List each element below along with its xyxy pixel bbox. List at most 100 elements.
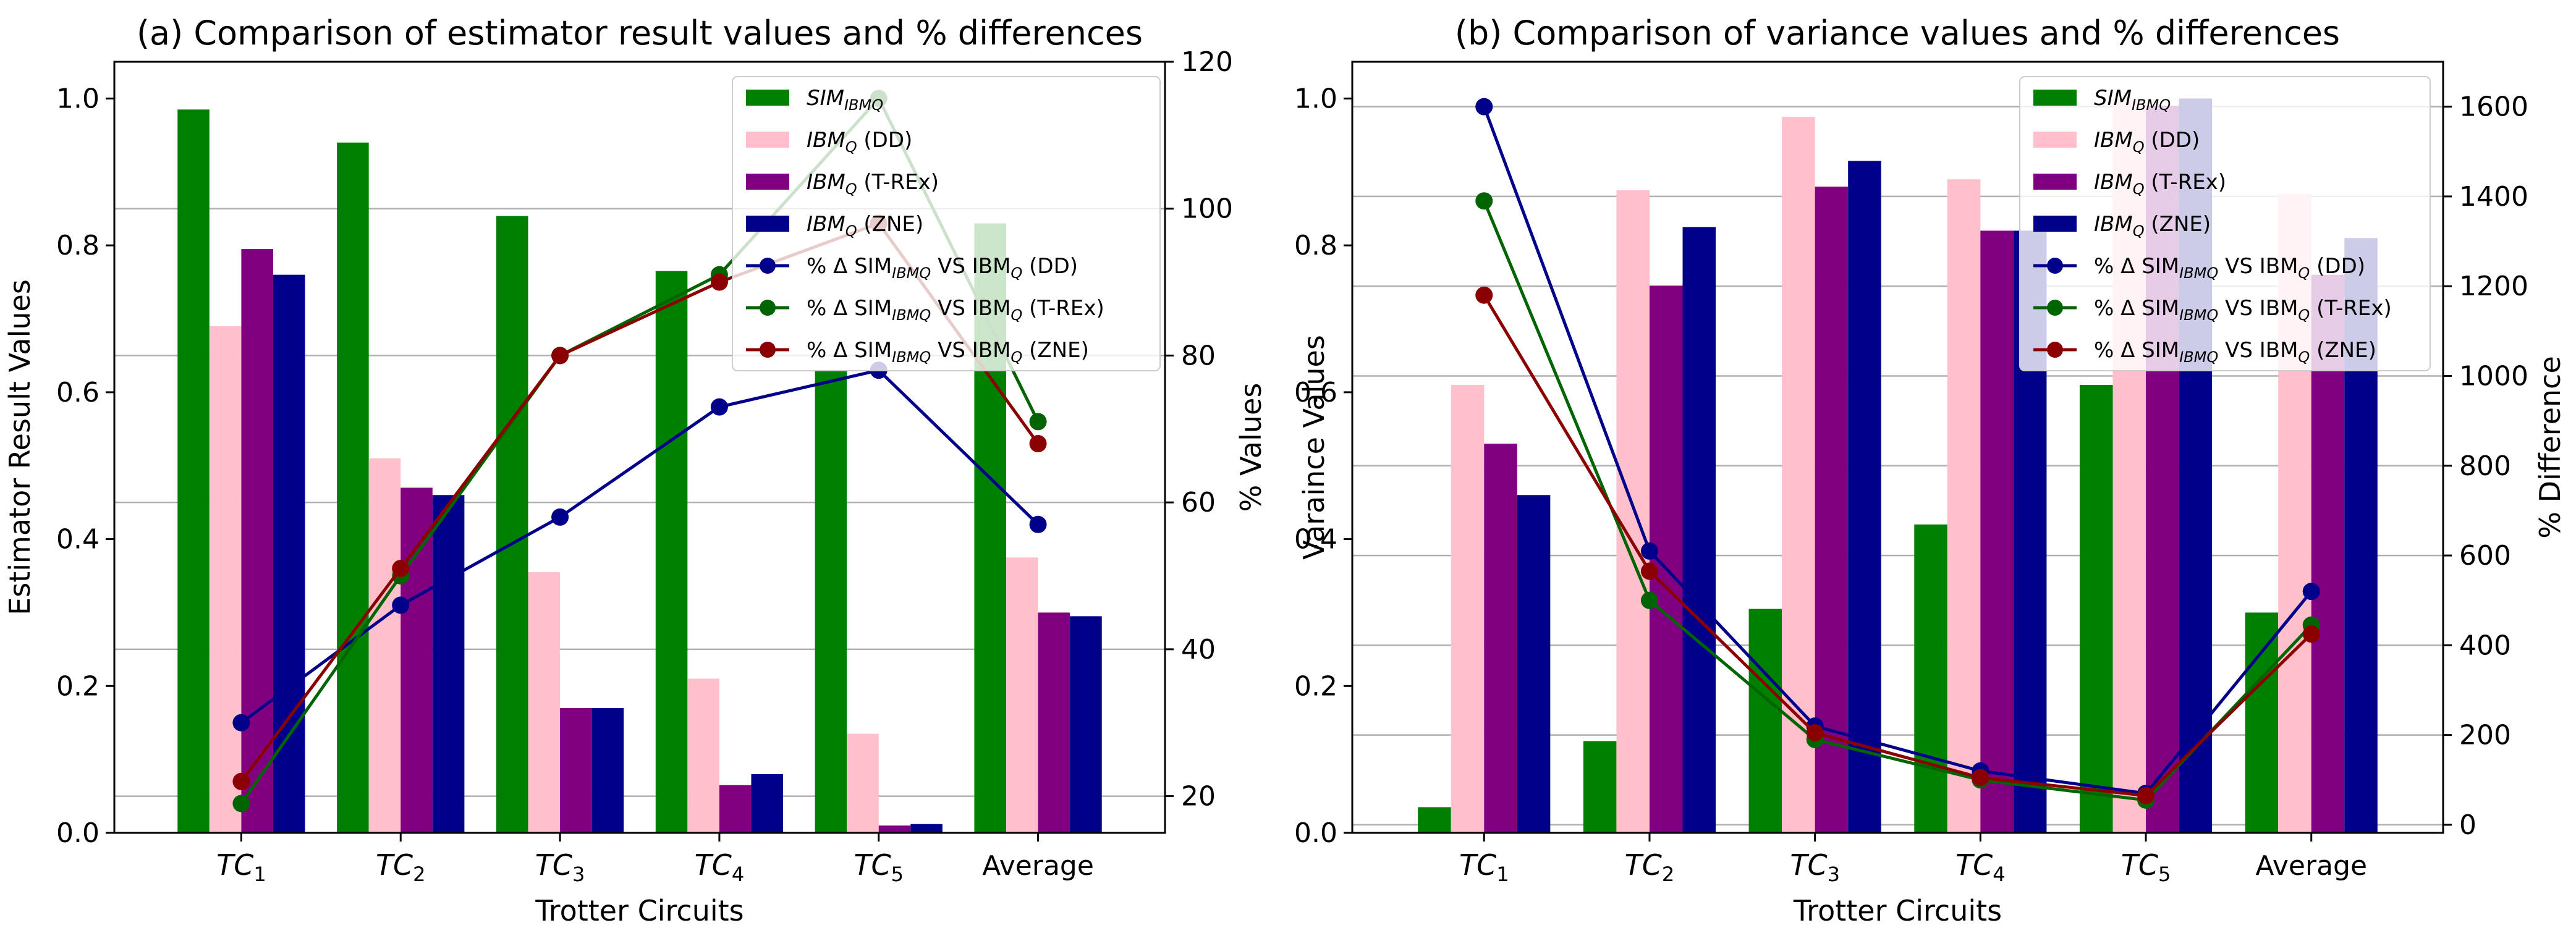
y2-tick-label: 100 (1181, 193, 1233, 225)
right-axis: 20 40 60 80 100 120 (1165, 46, 1233, 812)
line-marker (2137, 787, 2155, 804)
line-marker (551, 347, 569, 365)
right-axis: 0 200 400 600 800 1000 1200 1400 1600 (2443, 91, 2528, 841)
bar (1006, 557, 1038, 833)
bar (496, 216, 528, 833)
y2-tick-label: 1600 (2459, 91, 2528, 123)
series-line (1482, 106, 2313, 795)
y2-tick-label: 400 (2459, 630, 2511, 661)
legend-box (2019, 76, 2431, 371)
y-tick-label: 1.0 (56, 83, 100, 114)
left-axis: 0.0 0.2 0.4 0.6 0.8 1.0 (1294, 83, 1352, 849)
legend-marker (2047, 342, 2063, 358)
bar (655, 271, 688, 833)
y-tick-label: 0.4 (1294, 524, 1337, 555)
y-tick-label: 0.4 (56, 524, 100, 555)
bar (1848, 161, 1881, 833)
bar (1748, 609, 1782, 833)
legend-marker (760, 258, 776, 274)
legend-marker (760, 300, 776, 316)
x-tick-label: Average (2255, 850, 2367, 882)
line-marker (1640, 591, 1658, 609)
x-tick-label: TC5 (2121, 848, 2171, 886)
line-marker (392, 596, 410, 614)
legend: SIMIBMQ IBMQ (DD) IBMQ (T-REx) IBMQ (ZNE) % … (732, 76, 1161, 371)
x-tick-label: TC2 (1625, 848, 1675, 886)
x-axis-label: Trotter Circuits (535, 894, 744, 927)
bar (910, 824, 943, 833)
x-tick-label: TC1 (1459, 848, 1509, 886)
chart-panel-b: 0.0 0.2 0.4 0.6 0.8 1.0 0 200 400 600 800 1000 1200 1… (1294, 14, 2567, 927)
line-marker (1972, 769, 1989, 787)
y-tick-label: 0.2 (56, 670, 100, 702)
legend-label: SIMIBMQ (807, 86, 883, 114)
bar (815, 370, 847, 833)
y2-tick-label: 120 (1181, 46, 1233, 78)
y2-tick-label: 200 (2459, 720, 2511, 751)
bar (2245, 612, 2279, 833)
legend-swatch (746, 132, 789, 148)
bar (432, 495, 465, 833)
line-marker (2302, 625, 2320, 643)
series-line (240, 368, 1040, 724)
y2-tick-label: 600 (2459, 540, 2511, 572)
y2-tick-label: 40 (1181, 634, 1216, 665)
y2-tick-label: 0 (2459, 809, 2476, 841)
y-tick-label: 0.0 (1294, 817, 1337, 849)
legend-label: % Δ SIMIBMQ VS IBMQ (T-REx) (2094, 296, 2392, 324)
bar (1914, 524, 1947, 833)
line-marker (710, 398, 728, 416)
line-marker (1475, 192, 1493, 210)
plot-frame (1351, 61, 2444, 834)
y2-tick-label: 20 (1181, 781, 1216, 812)
line-marker (551, 508, 569, 526)
legend-marker (760, 342, 776, 358)
x-tick-label: Average (982, 850, 1094, 882)
legend-swatch (2033, 174, 2077, 190)
bar (1616, 190, 1650, 833)
line-marker (1029, 435, 1047, 453)
x-axis-label: Trotter Circuits (1793, 894, 2002, 927)
legend-label: IBMQ (ZNE) (2094, 212, 2211, 240)
series-line (1483, 294, 2313, 798)
x-tick-label: TC2 (376, 848, 426, 886)
y2-tick-label: 60 (1181, 487, 1216, 518)
legend-marker (2047, 300, 2063, 316)
bar (1418, 807, 1451, 833)
bar (1649, 285, 1683, 833)
bar (847, 733, 879, 833)
legend-marker (2047, 258, 2063, 274)
y-tick-label: 0.8 (56, 230, 100, 261)
y-axis-label: Varaince Values (1297, 335, 1331, 560)
bar (1583, 741, 1617, 833)
legend-swatch (746, 174, 789, 190)
y-tick-label: 0.2 (1294, 670, 1337, 702)
x-tick-label: TC4 (695, 848, 745, 886)
line-marker (710, 273, 728, 291)
bar (209, 326, 242, 833)
y2-tick-label: 1400 (2459, 181, 2528, 213)
plot-frame (113, 61, 1166, 834)
line-marker (232, 795, 250, 812)
y-tick-label: 1.0 (1294, 83, 1337, 114)
legend: SIMIBMQ IBMQ (DD) IBMQ (T-REx) IBMQ (ZNE) % … (2019, 76, 2431, 371)
line-marker (2302, 583, 2320, 601)
bar (1451, 384, 1485, 833)
line-marker (1475, 98, 1493, 116)
y-axis-label: Estimator Result Values (3, 279, 36, 615)
lines (1475, 98, 2320, 809)
bar (1980, 230, 2014, 833)
line-marker (1029, 413, 1047, 431)
bar (719, 785, 752, 833)
x-tick-label: TC3 (1790, 848, 1840, 886)
bar (878, 825, 911, 833)
x-tick-label: TC1 (216, 848, 266, 886)
legend-label: % Δ SIMIBMQ VS IBMQ (DD) (807, 254, 1078, 282)
y-tick-label: 0.0 (56, 817, 100, 849)
series-line (1482, 200, 2313, 802)
y2-tick-label: 800 (2459, 450, 2511, 482)
bar (591, 707, 624, 833)
bar (1070, 616, 1102, 833)
bar (241, 249, 273, 833)
